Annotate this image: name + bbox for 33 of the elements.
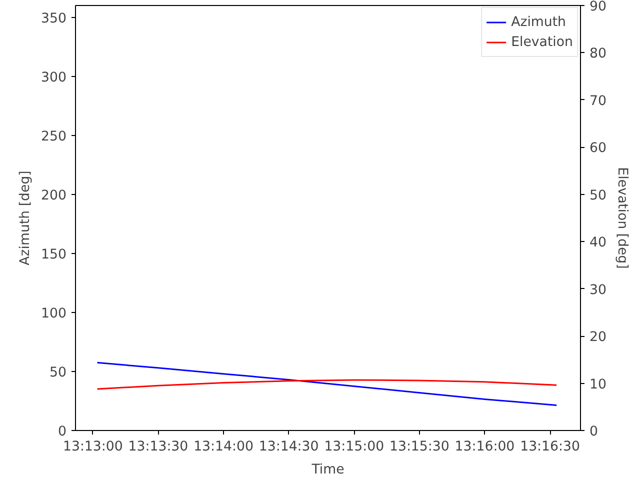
x-tick-label: 13:15:00 — [324, 440, 384, 454]
x-tick-label: 13:13:30 — [128, 440, 188, 454]
y2-tick-label: 70 — [590, 94, 606, 109]
y-tick-label: 100 — [41, 306, 67, 322]
y2-tick-label: 30 — [590, 282, 606, 298]
y2-tick-label: 40 — [590, 236, 606, 251]
y2-tick-label: 90 — [590, 0, 606, 14]
legend-label: Elevation — [511, 34, 573, 50]
y-tick-label: 200 — [41, 188, 67, 204]
legend-label: Azimuth — [511, 14, 566, 30]
y2-axis-title: Elevation [deg] — [614, 167, 630, 269]
x-tick-label: 13:16:30 — [520, 440, 580, 454]
y-axis-title: Azimuth [deg] — [18, 170, 34, 266]
y2-tick-label: 10 — [590, 377, 606, 392]
y-tick-label: 350 — [41, 11, 67, 26]
x-tick-label: 13:15:30 — [389, 440, 450, 454]
y-tick-label: 50 — [50, 365, 67, 380]
y2-tick-label: 60 — [590, 141, 606, 156]
y-tick-label: 250 — [41, 129, 67, 144]
y2-tick-label: 80 — [590, 46, 606, 62]
x-tick-label: 13:13:00 — [62, 440, 123, 454]
line-series — [96, 379, 558, 390]
x-tick-label: 13:14:00 — [194, 440, 254, 454]
x-axis-title: Time — [310, 462, 344, 478]
y-tick-label: 300 — [41, 70, 67, 86]
y-tick-label: 0 — [58, 424, 67, 440]
y2-tick-label: 0 — [590, 424, 598, 440]
y2-tick-label: 20 — [590, 330, 606, 346]
x-tick-label: 13:16:00 — [454, 440, 515, 454]
line-series — [96, 362, 558, 406]
x-tick-label: 13:14:30 — [258, 440, 319, 454]
y2-tick-label: 50 — [590, 188, 606, 204]
y-tick-label: 150 — [41, 247, 67, 262]
